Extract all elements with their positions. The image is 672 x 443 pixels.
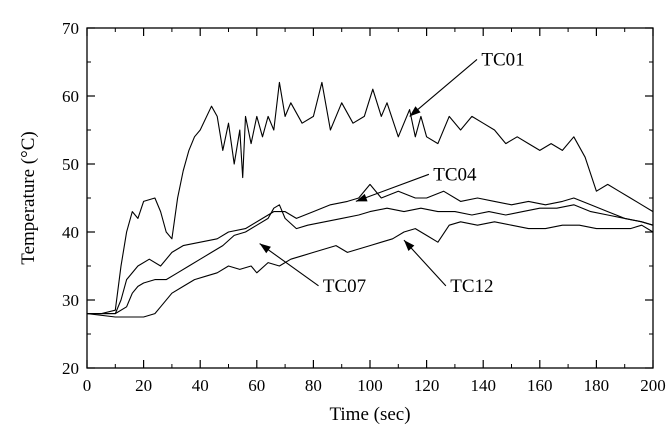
annotation-arrowhead — [403, 240, 415, 251]
x-tick-label: 100 — [357, 376, 383, 395]
x-tick-label: 200 — [640, 376, 666, 395]
y-tick-label: 20 — [62, 359, 79, 378]
x-tick-label: 0 — [83, 376, 92, 395]
series-label-tc07: TC07 — [323, 276, 366, 297]
x-tick-labels: 0 20 40 60 80 100 120 140 160 180 200 — [83, 376, 666, 395]
x-tick-label: 180 — [584, 376, 610, 395]
series-line-tc12 — [86, 221, 654, 318]
x-axis-label: Time (sec) — [329, 404, 410, 425]
annotation-arrowhead — [409, 106, 421, 117]
x-tick-label: 140 — [470, 376, 496, 395]
y-tick-labels: 20 30 40 50 60 70 — [62, 19, 79, 378]
series-line-tc07 — [87, 204, 654, 315]
series-layer — [86, 81, 654, 318]
annotation-arrow-line — [355, 173, 430, 202]
series-label-tc12: TC12 — [450, 276, 493, 297]
series-label-tc04: TC04 — [433, 164, 477, 185]
x-tick-label: 40 — [192, 376, 209, 395]
x-tick-label: 80 — [305, 376, 322, 395]
annotation-arrowhead — [355, 193, 368, 202]
series-label-tc01: TC01 — [481, 49, 524, 70]
plot-frame — [86, 27, 654, 369]
y-axis-label: Temperature (°C) — [18, 131, 39, 264]
x-tick-label: 160 — [527, 376, 553, 395]
series-line-tc01 — [87, 81, 654, 315]
x-tick-label: 120 — [414, 376, 440, 395]
annotation-arrowhead — [259, 243, 271, 254]
series-line-tc04 — [87, 183, 654, 315]
y-tick-label: 50 — [62, 155, 79, 174]
y-tick-label: 60 — [62, 87, 79, 106]
axis-ticks — [86, 27, 654, 369]
annotation-arrow-line — [259, 243, 319, 287]
annotation-layer: TC01 TC04 TC07 TC12 — [259, 49, 525, 297]
y-tick-label: 40 — [62, 223, 79, 242]
x-tick-label: 20 — [135, 376, 152, 395]
y-tick-label: 30 — [62, 291, 79, 310]
annotation-arrow-line — [409, 58, 478, 117]
y-tick-label: 70 — [62, 19, 79, 38]
x-tick-label: 60 — [248, 376, 265, 395]
